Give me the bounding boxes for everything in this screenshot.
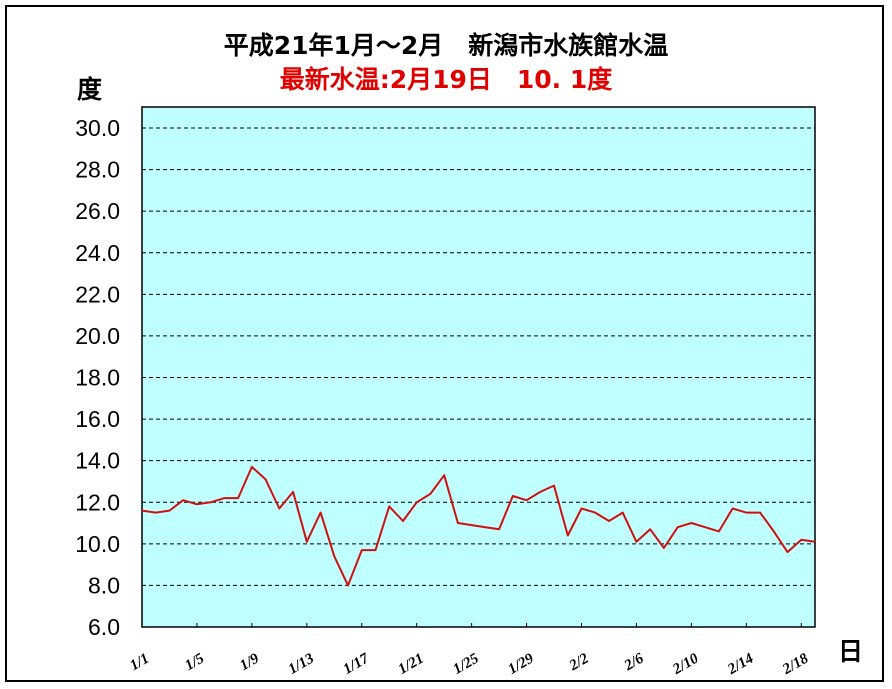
y-tick-label: 6.0 [88,614,120,640]
x-tick-label: 2/14 [724,650,756,678]
y-tick-label: 10.0 [75,531,120,557]
y-tick-label: 24.0 [75,240,120,266]
y-tick-label: 16.0 [75,406,120,432]
y-tick-label: 12.0 [75,489,120,515]
y-axis-label: 度 [77,75,103,104]
y-tick-label: 30.0 [75,115,120,141]
x-tick-label: 1/17 [341,650,373,677]
y-tick-label: 14.0 [75,448,120,474]
y-tick-label: 26.0 [75,198,120,224]
gridlines [142,127,815,586]
x-tick-label: 1/29 [505,650,537,677]
x-tick-label: 2/2 [566,650,592,674]
y-axis-ticks: 6.0 8.0 10.0 12.0 14.0 16.0 18.0 20.0 22.0 24.0 26… [75,115,120,640]
x-tick-label: 1/9 [237,650,262,674]
y-tick-label: 18.0 [75,365,120,391]
x-axis-ticks: 1/1 1/5 1/9 1/13 1/17 1/21 1/25 1/29 2/2 2/6 2/10 2… [127,623,812,678]
y-tick-label: 22.0 [75,281,120,307]
chart-title: 平成21年1月～2月 新潟市水族館水温 [223,31,669,60]
y-tick-label: 8.0 [88,572,120,598]
water-temperature-line [141,465,816,587]
x-tick-label: 1/1 [127,651,152,674]
x-tick-label: 1/13 [286,650,318,677]
y-tick-label: 28.0 [75,157,120,183]
y-tick-label: 20.0 [75,323,120,349]
chart-frame [5,5,884,682]
x-axis-label: 日 [838,637,864,666]
x-tick-label: 1/21 [396,651,427,678]
latest-temperature-subtitle: 最新水温:2月19日 10. 1度 [279,65,613,94]
x-tick-label: 1/5 [182,650,207,674]
plot-area [141,106,816,628]
x-tick-label: 2/6 [621,650,647,674]
x-tick-label: 2/18 [779,650,811,678]
x-tick-label: 2/10 [669,650,701,678]
x-tick-label: 1/25 [451,650,483,677]
